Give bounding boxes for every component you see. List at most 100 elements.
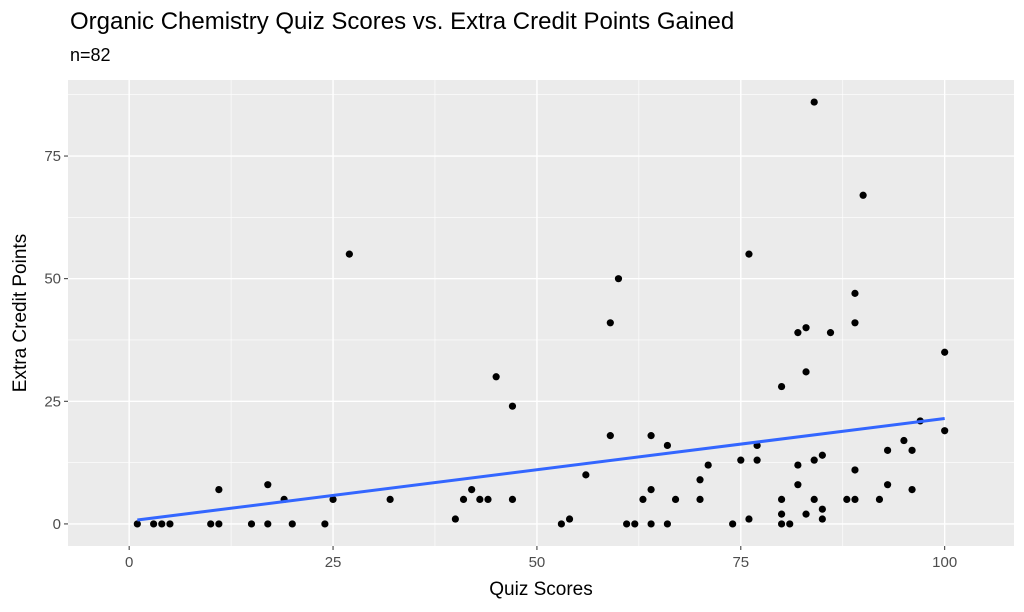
data-point xyxy=(476,495,484,503)
data-point xyxy=(508,402,517,410)
data-point xyxy=(565,515,574,523)
data-point xyxy=(696,495,704,503)
data-point xyxy=(557,520,565,528)
data-point xyxy=(158,520,166,528)
data-point xyxy=(247,520,256,528)
data-point xyxy=(883,446,892,454)
data-point xyxy=(875,495,884,503)
data-point xyxy=(492,373,500,381)
x-axis-title: Quiz Scores xyxy=(489,579,592,600)
data-point xyxy=(843,495,851,503)
data-point xyxy=(614,275,623,283)
data-point xyxy=(207,520,215,528)
axis-ticks xyxy=(64,155,946,550)
data-point xyxy=(215,520,223,528)
data-point xyxy=(802,510,810,518)
data-point xyxy=(606,432,614,440)
x-tick-label: 100 xyxy=(932,554,957,571)
data-point xyxy=(647,520,655,528)
data-point xyxy=(802,324,810,332)
data-point xyxy=(166,520,174,528)
data-point xyxy=(810,98,818,106)
data-point xyxy=(810,456,818,464)
data-point xyxy=(321,520,329,528)
data-point xyxy=(264,481,272,489)
data-point xyxy=(777,382,786,391)
data-point xyxy=(696,476,704,484)
data-point xyxy=(663,520,672,528)
trend-line-group xyxy=(137,416,945,522)
x-tick-label: 75 xyxy=(732,554,749,571)
data-point xyxy=(753,456,761,464)
data-point xyxy=(459,495,468,503)
data-point xyxy=(215,485,223,494)
data-point xyxy=(818,451,826,459)
data-point xyxy=(451,515,459,523)
data-point xyxy=(647,485,655,494)
data-point xyxy=(737,456,745,464)
data-point xyxy=(818,515,826,523)
data-point xyxy=(908,485,916,494)
data-point xyxy=(941,427,949,435)
data-point xyxy=(671,495,680,503)
data-point xyxy=(345,250,353,258)
data-point xyxy=(582,471,590,479)
data-point xyxy=(777,495,786,503)
data-point xyxy=(508,495,517,503)
major-gridlines xyxy=(68,80,1014,546)
x-tick-label: 0 xyxy=(125,554,133,571)
data-point xyxy=(941,348,949,356)
data-point xyxy=(133,520,141,528)
x-tick-label: 25 xyxy=(325,554,342,571)
data-point xyxy=(851,495,859,503)
data-point xyxy=(288,520,296,528)
data-point xyxy=(150,520,158,528)
data-point xyxy=(908,446,916,454)
data-point xyxy=(386,495,394,503)
data-point xyxy=(883,481,892,489)
data-point xyxy=(329,495,337,503)
data-point xyxy=(729,520,737,528)
data-point xyxy=(851,289,859,297)
trend-line xyxy=(137,416,945,522)
data-point xyxy=(745,515,753,523)
data-point xyxy=(623,520,631,528)
chart-title: Organic Chemistry Quiz Scores vs. Extra … xyxy=(70,8,735,35)
chart-subtitle: n=82 xyxy=(70,45,111,65)
data-points xyxy=(133,98,949,528)
data-point xyxy=(794,329,802,337)
plot-panel xyxy=(68,80,1014,546)
data-point xyxy=(851,319,859,327)
data-point xyxy=(794,481,802,489)
y-axis-title: Extra Credit Points xyxy=(10,234,31,392)
data-point xyxy=(826,329,835,337)
data-point xyxy=(859,191,867,199)
data-point xyxy=(606,319,614,327)
data-point xyxy=(639,495,647,503)
y-tick-label: 0 xyxy=(53,516,61,533)
y-tick-label: 50 xyxy=(44,271,61,288)
data-point xyxy=(264,520,272,528)
data-point xyxy=(851,466,859,474)
minor-gridlines xyxy=(68,80,1014,546)
y-tick-label: 25 xyxy=(44,393,61,410)
y-tick-label: 75 xyxy=(44,148,61,165)
data-point xyxy=(704,461,712,469)
data-point xyxy=(794,461,802,469)
data-point xyxy=(810,495,818,503)
data-point xyxy=(818,505,826,513)
data-point xyxy=(802,368,810,376)
data-point xyxy=(777,520,786,528)
data-point xyxy=(777,510,786,518)
data-point xyxy=(663,441,672,450)
tick-labels: 0 25 50 75 100 0 25 50 75 xyxy=(44,148,957,571)
data-point xyxy=(900,436,908,445)
data-point xyxy=(631,520,639,528)
data-point xyxy=(745,250,753,258)
data-point xyxy=(647,432,655,440)
data-point xyxy=(468,485,476,494)
x-tick-label: 50 xyxy=(529,554,546,571)
data-point xyxy=(786,520,794,528)
data-point xyxy=(484,495,492,503)
